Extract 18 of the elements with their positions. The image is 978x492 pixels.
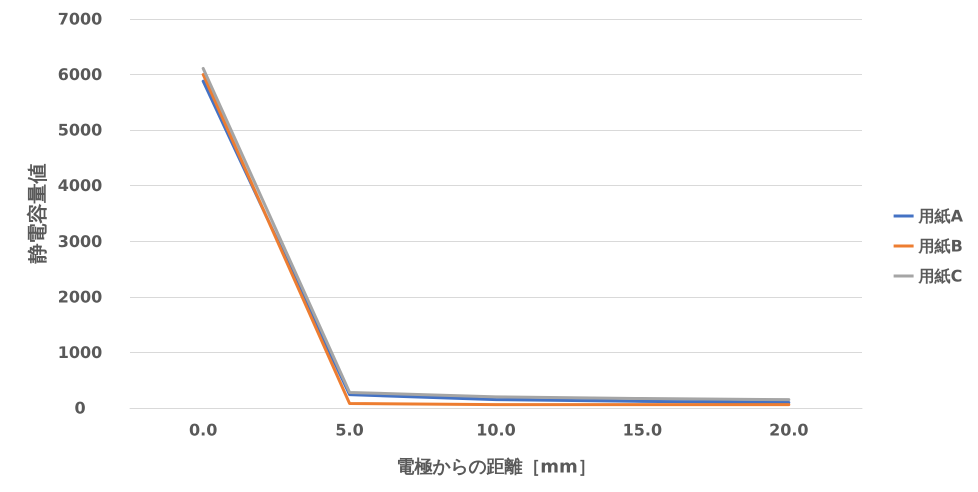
legend-label: 用紙C xyxy=(918,266,962,286)
y-tick-label: 3000 xyxy=(58,232,102,251)
legend-label: 用紙B xyxy=(918,236,963,256)
y-axis-title: 静電容量値 xyxy=(24,164,49,264)
y-tick-label: 7000 xyxy=(58,10,102,28)
x-axis-title: 電極からの距離［mm］ xyxy=(396,456,596,478)
x-tick-label: 20.0 xyxy=(769,420,809,440)
y-tick-label: 5000 xyxy=(58,120,102,140)
x-tick-label: 10.0 xyxy=(476,420,516,440)
y-tick-label: 6000 xyxy=(58,65,102,84)
x-tick-label: 5.0 xyxy=(335,420,364,440)
legend-label: 用紙A xyxy=(918,206,964,226)
y-tick-label: 2000 xyxy=(58,287,102,306)
y-tick-label: 1000 xyxy=(58,342,102,362)
x-tick-label: 0.0 xyxy=(189,420,218,440)
x-tick-label: 15.0 xyxy=(622,420,662,440)
y-tick-label: 0 xyxy=(74,398,86,418)
y-tick-label: 4000 xyxy=(58,176,102,196)
